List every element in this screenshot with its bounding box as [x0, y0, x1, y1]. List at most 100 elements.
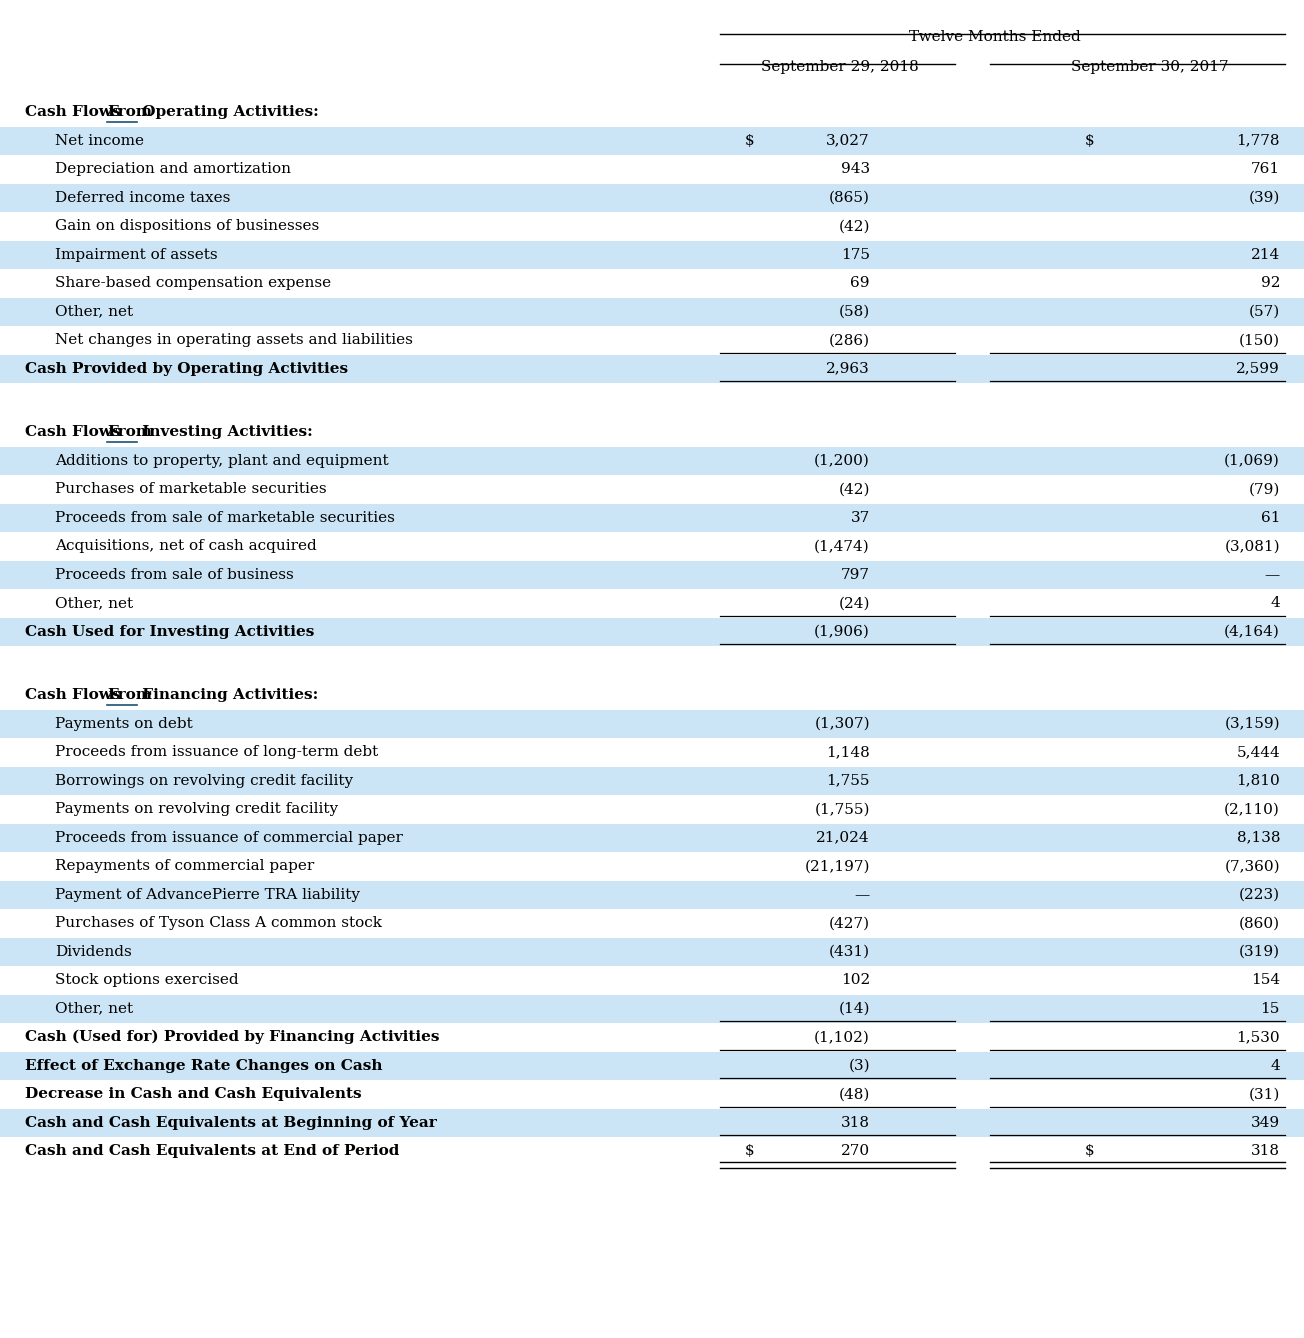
- Text: (223): (223): [1239, 887, 1281, 902]
- Bar: [0, 127, 1304, 155]
- Text: Repayments of commercial paper: Repayments of commercial paper: [55, 859, 314, 874]
- Text: From: From: [107, 106, 153, 119]
- Text: Proceeds from issuance of long-term debt: Proceeds from issuance of long-term debt: [55, 745, 378, 759]
- Text: Share-based compensation expense: Share-based compensation expense: [55, 276, 331, 290]
- Bar: [0, 618, 1304, 646]
- Text: Investing Activities:: Investing Activities:: [137, 425, 313, 439]
- Text: (24): (24): [838, 597, 870, 610]
- Text: (42): (42): [838, 482, 870, 496]
- Text: (3,081): (3,081): [1224, 539, 1281, 553]
- Text: (21,197): (21,197): [805, 859, 870, 874]
- Text: (286): (286): [829, 333, 870, 348]
- Text: 1,810: 1,810: [1236, 773, 1281, 788]
- Text: 943: 943: [841, 162, 870, 177]
- Text: Deferred income taxes: Deferred income taxes: [55, 191, 231, 205]
- Text: (865): (865): [829, 191, 870, 205]
- Bar: [0, 1108, 1304, 1137]
- Bar: [0, 938, 1304, 966]
- Text: (2,110): (2,110): [1224, 803, 1281, 816]
- Text: Stock options exercised: Stock options exercised: [55, 973, 239, 987]
- Text: 102: 102: [841, 973, 870, 987]
- Text: 15: 15: [1261, 1002, 1281, 1016]
- Text: Payment of AdvancePierre TRA liability: Payment of AdvancePierre TRA liability: [55, 887, 360, 902]
- Bar: [0, 709, 1304, 739]
- Text: (4,164): (4,164): [1224, 625, 1281, 638]
- Text: (319): (319): [1239, 945, 1281, 959]
- Text: Acquisitions, net of cash acquired: Acquisitions, net of cash acquired: [55, 539, 317, 553]
- Text: 1,755: 1,755: [827, 773, 870, 788]
- Text: 154: 154: [1251, 973, 1281, 987]
- Text: Proceeds from issuance of commercial paper: Proceeds from issuance of commercial pap…: [55, 831, 403, 844]
- Text: Net income: Net income: [55, 134, 143, 147]
- Bar: [0, 241, 1304, 269]
- Text: 69: 69: [850, 276, 870, 290]
- Text: 4: 4: [1270, 597, 1281, 610]
- Text: Purchases of marketable securities: Purchases of marketable securities: [55, 482, 326, 496]
- Bar: [0, 767, 1304, 795]
- Text: 318: 318: [841, 1116, 870, 1129]
- Text: Other, net: Other, net: [55, 597, 133, 610]
- Text: Operating Activities:: Operating Activities:: [137, 106, 319, 119]
- Text: Cash (Used for) Provided by Financing Activities: Cash (Used for) Provided by Financing Ac…: [25, 1030, 439, 1045]
- Bar: [0, 355, 1304, 383]
- Bar: [0, 503, 1304, 533]
- Text: (1,307): (1,307): [815, 717, 870, 731]
- Text: 214: 214: [1251, 248, 1281, 262]
- Text: (58): (58): [838, 305, 870, 318]
- Text: 5,444: 5,444: [1236, 745, 1281, 759]
- Bar: [0, 447, 1304, 475]
- Text: September 30, 2017: September 30, 2017: [1071, 60, 1228, 74]
- Text: (427): (427): [829, 917, 870, 930]
- Text: (57): (57): [1249, 305, 1281, 318]
- Text: 1,778: 1,778: [1236, 134, 1281, 147]
- Text: Purchases of Tyson Class A common stock: Purchases of Tyson Class A common stock: [55, 917, 382, 930]
- Text: From: From: [107, 688, 153, 702]
- Bar: [0, 183, 1304, 211]
- Text: (1,200): (1,200): [814, 454, 870, 468]
- Bar: [0, 561, 1304, 589]
- Text: 8,138: 8,138: [1236, 831, 1281, 844]
- Text: 2,599: 2,599: [1236, 361, 1281, 376]
- Text: Gain on dispositions of businesses: Gain on dispositions of businesses: [55, 219, 319, 233]
- Text: (1,102): (1,102): [814, 1030, 870, 1044]
- Text: (42): (42): [838, 219, 870, 233]
- Text: Twelve Months Ended: Twelve Months Ended: [909, 29, 1081, 44]
- Text: (431): (431): [829, 945, 870, 959]
- Text: Additions to property, plant and equipment: Additions to property, plant and equipme…: [55, 454, 389, 468]
- Bar: [0, 823, 1304, 852]
- Bar: [0, 880, 1304, 909]
- Text: From: From: [107, 425, 153, 439]
- Text: (150): (150): [1239, 333, 1281, 348]
- Text: 1,148: 1,148: [827, 745, 870, 759]
- Text: 175: 175: [841, 248, 870, 262]
- Text: (860): (860): [1239, 917, 1281, 930]
- Text: Cash Flows: Cash Flows: [25, 425, 125, 439]
- Text: 349: 349: [1251, 1116, 1281, 1129]
- Bar: [0, 1052, 1304, 1080]
- Text: (1,755): (1,755): [815, 803, 870, 816]
- Text: Payments on debt: Payments on debt: [55, 717, 193, 731]
- Text: (3,159): (3,159): [1224, 717, 1281, 731]
- Text: (1,069): (1,069): [1224, 454, 1281, 468]
- Text: Proceeds from sale of marketable securities: Proceeds from sale of marketable securit…: [55, 511, 395, 524]
- Text: 797: 797: [841, 567, 870, 582]
- Text: 270: 270: [841, 1144, 870, 1159]
- Text: Other, net: Other, net: [55, 1002, 133, 1016]
- Text: Cash Used for Investing Activities: Cash Used for Investing Activities: [25, 625, 314, 638]
- Text: September 29, 2018: September 29, 2018: [762, 60, 919, 74]
- Text: (39): (39): [1249, 191, 1281, 205]
- Text: (1,906): (1,906): [814, 625, 870, 638]
- Text: Impairment of assets: Impairment of assets: [55, 248, 218, 262]
- Text: (3): (3): [849, 1058, 870, 1073]
- Text: —: —: [1265, 567, 1281, 582]
- Bar: [0, 297, 1304, 326]
- Text: $: $: [1085, 134, 1094, 147]
- Text: (1,474): (1,474): [814, 539, 870, 553]
- Text: Decrease in Cash and Cash Equivalents: Decrease in Cash and Cash Equivalents: [25, 1088, 361, 1101]
- Text: 4: 4: [1270, 1058, 1281, 1073]
- Text: 318: 318: [1251, 1144, 1281, 1159]
- Text: Cash and Cash Equivalents at Beginning of Year: Cash and Cash Equivalents at Beginning o…: [25, 1116, 437, 1129]
- Text: (7,360): (7,360): [1224, 859, 1281, 874]
- Text: 3,027: 3,027: [827, 134, 870, 147]
- Text: (31): (31): [1249, 1088, 1281, 1101]
